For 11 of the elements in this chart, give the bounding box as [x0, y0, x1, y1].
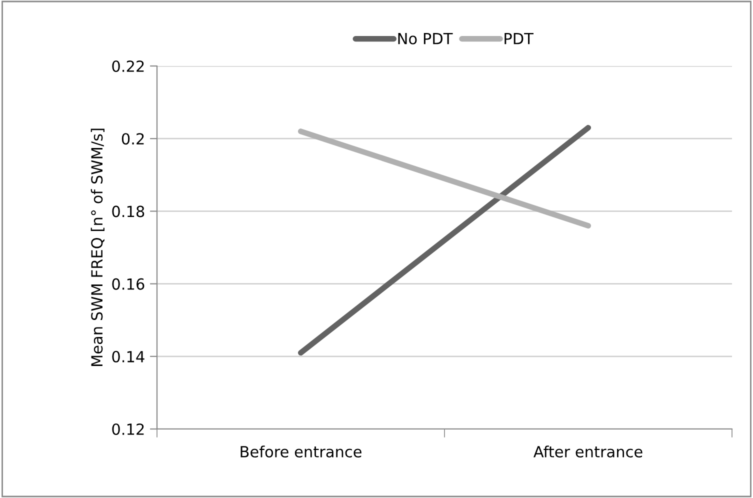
- y-tick-label: 0.22: [112, 60, 144, 72]
- x-tick-label: After entrance: [534, 446, 642, 458]
- y-tick-label: 0.12: [112, 423, 144, 436]
- legend-label: PDT: [504, 33, 534, 44]
- y-tick-label: 0.14: [112, 350, 144, 362]
- y-tick-label: 0.2: [122, 133, 144, 145]
- y-tick-label: 0.16: [112, 278, 144, 290]
- y-axis-title: Mean SWM FREQ [n° of SWM/s]: [90, 128, 104, 366]
- legend-label: No PDT: [398, 33, 453, 44]
- y-tick-label: 0.18: [112, 206, 144, 218]
- x-tick-label: Before entrance: [240, 446, 362, 458]
